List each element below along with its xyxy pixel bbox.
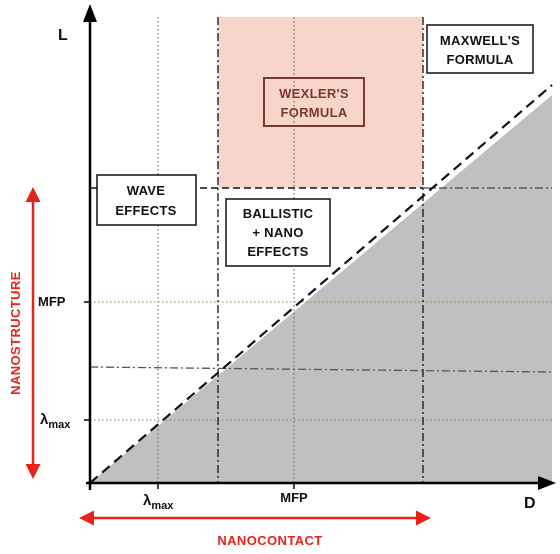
ballistic-effects-line-2: + NANO — [252, 225, 303, 240]
diagonal-boundary — [89, 84, 553, 484]
wexler-label-line-2: FORMULA — [280, 105, 347, 120]
y-tick-label-mfp: MFP — [38, 294, 66, 309]
nanocontact-label: NANOCONTACT — [217, 533, 322, 548]
wave-effects-line-2: EFFECTS — [115, 203, 176, 218]
maxwell-label-box — [426, 24, 534, 74]
x-axis-arrowhead — [538, 476, 556, 490]
ballistic-effects-box — [225, 198, 331, 267]
x-tick-label-lambda-max: λmax — [143, 492, 174, 512]
ballistic-effects-line-3: EFFECTS — [247, 244, 308, 259]
wexler-region — [218, 17, 423, 188]
wexler-label-line-1: WEXLER'S — [279, 86, 349, 101]
maxwell-label-line-2: FORMULA — [446, 52, 513, 67]
wave-effects-line-1: WAVE — [127, 183, 166, 198]
y-axis-arrowhead — [83, 4, 97, 22]
x-axis-label: D — [524, 495, 536, 512]
y-tick-label-lambda-max: λmax — [40, 411, 71, 431]
boundary-h-lower — [89, 366, 553, 373]
wave-effects-box — [96, 174, 197, 226]
y-axis-label: L — [58, 27, 68, 44]
wexler-label-box — [263, 77, 365, 127]
nanostructure-label: NANOSTRUCTURE — [8, 271, 23, 395]
shaded-continuum-region — [90, 95, 552, 483]
maxwell-label-line-1: MAXWELL'S — [440, 33, 520, 48]
x-tick-label-mfp: MFP — [280, 490, 308, 505]
ballistic-effects-line-1: BALLISTIC — [243, 206, 314, 221]
